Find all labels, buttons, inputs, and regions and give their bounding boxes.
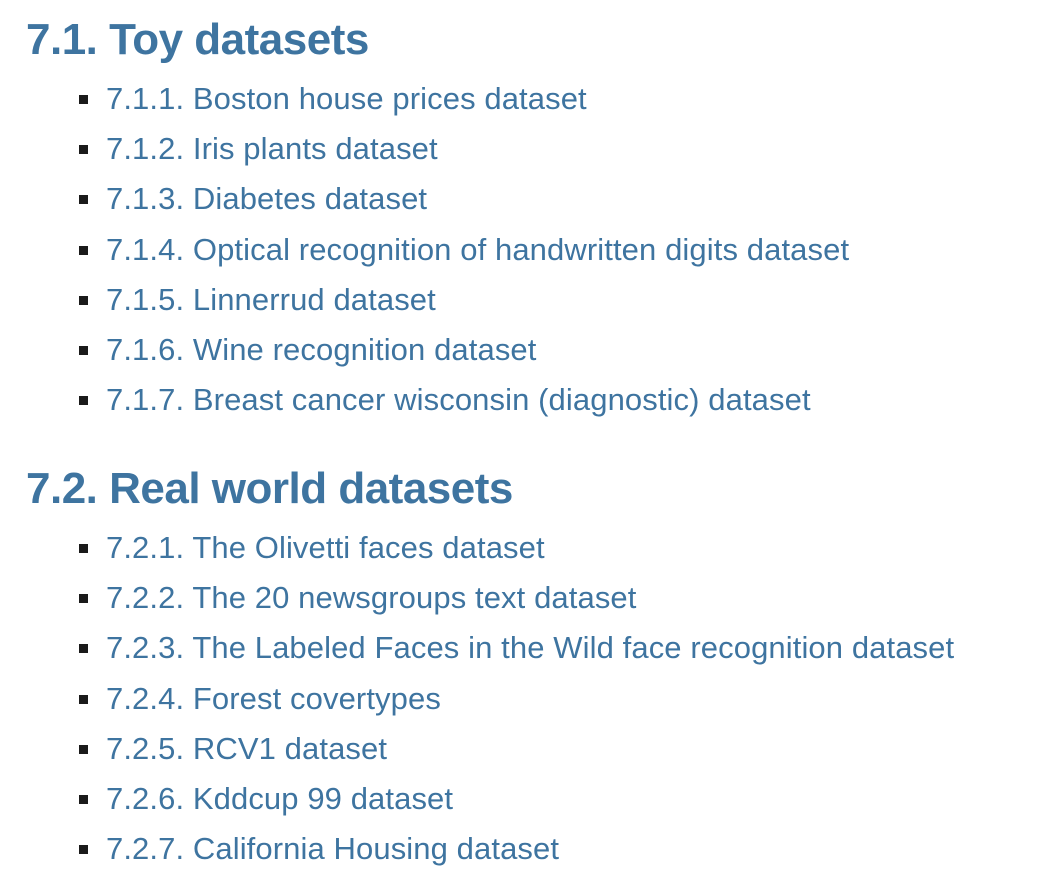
list-item: 7.2.5. RCV1 dataset: [0, 724, 1040, 774]
toc-list-real-world-datasets: 7.2.1. The Olivetti faces dataset 7.2.2.…: [0, 523, 1040, 874]
toc-list-toy-datasets: 7.1.1. Boston house prices dataset 7.1.2…: [0, 74, 1040, 425]
list-item: 7.1.6. Wine recognition dataset: [0, 325, 1040, 375]
list-item: 7.2.4. Forest covertypes: [0, 674, 1040, 724]
square-bullet-icon: [79, 794, 88, 804]
square-bullet-icon: [79, 245, 88, 255]
square-bullet-icon: [79, 744, 88, 754]
toc-link-linnerrud[interactable]: 7.1.5. Linnerrud dataset: [106, 281, 436, 317]
list-item: 7.2.6. Kddcup 99 dataset: [0, 774, 1040, 824]
list-item: 7.1.1. Boston house prices dataset: [0, 74, 1040, 124]
section-heading-toy-datasets[interactable]: 7.1. Toy datasets: [26, 15, 369, 64]
list-item: 7.1.5. Linnerrud dataset: [0, 275, 1040, 325]
toc-link-wine[interactable]: 7.1.6. Wine recognition dataset: [106, 331, 537, 367]
square-bullet-icon: [79, 145, 88, 155]
toc-link-rcv1[interactable]: 7.2.5. RCV1 dataset: [106, 730, 388, 766]
square-bullet-icon: [79, 845, 88, 855]
list-item: 7.1.3. Diabetes dataset: [0, 174, 1040, 224]
list-item: 7.1.7. Breast cancer wisconsin (diagnost…: [0, 375, 1040, 425]
list-item: 7.2.1. The Olivetti faces dataset: [0, 523, 1040, 573]
list-item: 7.2.7. California Housing dataset: [0, 824, 1040, 874]
square-bullet-icon: [79, 544, 88, 553]
toc-link-newsgroups[interactable]: 7.2.2. The 20 newsgroups text dataset: [106, 580, 637, 616]
toc-link-boston[interactable]: 7.1.1. Boston house prices dataset: [106, 81, 587, 116]
list-item: 7.1.2. Iris plants dataset: [0, 124, 1040, 174]
toc-link-iris[interactable]: 7.1.2. Iris plants dataset: [106, 131, 438, 167]
toc-link-california[interactable]: 7.2.7. California Housing dataset: [106, 831, 560, 867]
toc-link-kddcup[interactable]: 7.2.6. Kddcup 99 dataset: [106, 780, 454, 816]
square-bullet-icon: [79, 95, 88, 104]
square-bullet-icon: [79, 195, 88, 205]
section-heading-real-world-datasets[interactable]: 7.2. Real world datasets: [26, 464, 513, 513]
square-bullet-icon: [79, 345, 88, 355]
square-bullet-icon: [79, 644, 88, 654]
list-item: 7.2.2. The 20 newsgroups text dataset: [0, 573, 1040, 623]
square-bullet-icon: [79, 396, 88, 406]
square-bullet-icon: [79, 295, 88, 305]
list-item: 7.1.4. Optical recognition of handwritte…: [0, 225, 1040, 275]
toc-link-breast-cancer[interactable]: 7.1.7. Breast cancer wisconsin (diagnost…: [106, 382, 811, 418]
toc-link-olivetti[interactable]: 7.2.1. The Olivetti faces dataset: [106, 530, 545, 565]
toc-link-digits[interactable]: 7.1.4. Optical recognition of handwritte…: [106, 231, 850, 267]
list-item: 7.2.3. The Labeled Faces in the Wild fac…: [0, 623, 1040, 673]
square-bullet-icon: [79, 694, 88, 704]
toc-link-lfw[interactable]: 7.2.3. The Labeled Faces in the Wild fac…: [106, 630, 955, 666]
toc-link-diabetes[interactable]: 7.1.3. Diabetes dataset: [106, 181, 428, 217]
toc-link-covertypes[interactable]: 7.2.4. Forest covertypes: [106, 680, 441, 716]
square-bullet-icon: [79, 594, 88, 604]
